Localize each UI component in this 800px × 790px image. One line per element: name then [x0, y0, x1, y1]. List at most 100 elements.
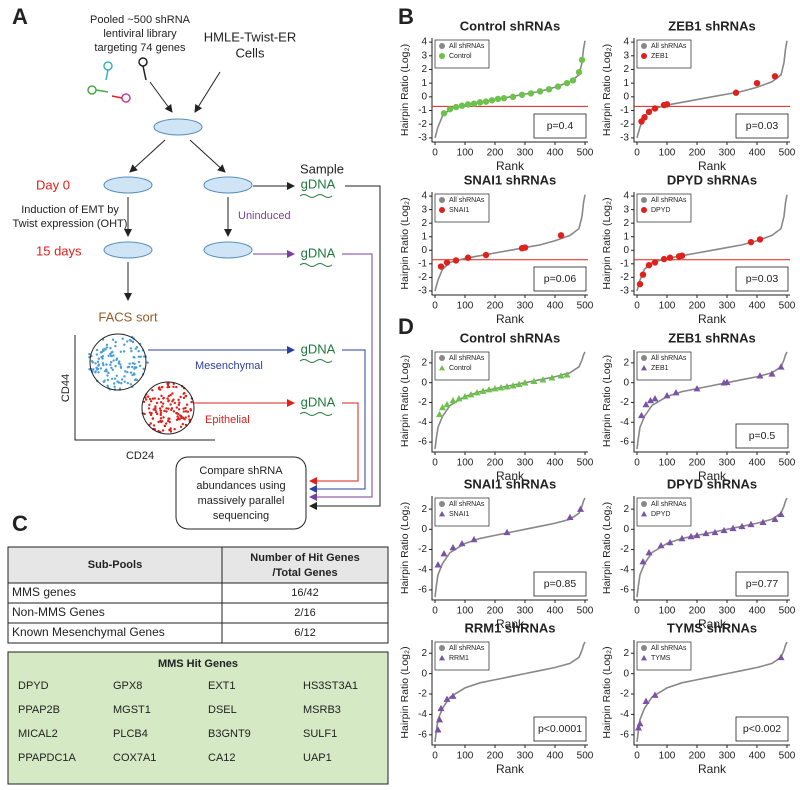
- x-tick-label: 300: [719, 301, 736, 312]
- table-cell: Non-MMS Genes: [12, 605, 105, 619]
- facs-dot: [110, 377, 114, 380]
- facs-dot: [169, 403, 172, 406]
- facs-dot: [157, 420, 160, 424]
- gene: CA12: [208, 752, 236, 764]
- facs-dot: [165, 407, 168, 410]
- y-tick-label: -6: [620, 729, 629, 740]
- facs-dot: [182, 410, 186, 413]
- legend-box: [636, 351, 692, 381]
- point: [452, 257, 460, 264]
- y-tick-label: 2: [421, 648, 427, 659]
- point: [666, 538, 674, 546]
- facs-dot: [120, 378, 124, 381]
- facs-dot: [184, 406, 187, 410]
- axis: [633, 496, 790, 601]
- point: [642, 400, 650, 408]
- table-header-cell: /Total Genes: [272, 567, 337, 579]
- chart-title: ZEB1 shRNAs: [668, 330, 755, 345]
- facs-dot: [137, 350, 140, 353]
- facs-dot: [148, 403, 151, 406]
- facs-dot: [182, 392, 185, 395]
- facs-dot: [109, 363, 112, 367]
- point: [473, 389, 481, 396]
- gene: PLCB4: [113, 728, 148, 740]
- point: [678, 252, 686, 259]
- mesenchymal-text: Mesenchymal: [195, 360, 263, 372]
- x-tick-label: 100: [659, 751, 676, 762]
- compare-text: sequencing: [213, 510, 269, 522]
- legend-symbol: [641, 207, 647, 213]
- x-tick-label: 200: [487, 751, 504, 762]
- arrow: [309, 253, 373, 501]
- point: [458, 539, 466, 547]
- y-tick-label: -4: [418, 564, 427, 575]
- y-tick-label: -2: [418, 689, 427, 700]
- y-axis-label: Hairpin Ratio (Log₂): [601, 197, 613, 289]
- y-tick-label: 1: [623, 231, 629, 242]
- facs-dot: [161, 429, 165, 432]
- legend-label: All shRNAs: [449, 43, 485, 50]
- p-value: p=0.06: [544, 273, 577, 285]
- facs-dot: [159, 401, 163, 404]
- y-tick-label: 0: [623, 245, 629, 256]
- table-header-cell: Sub-Pools: [88, 559, 142, 571]
- x-tick-label: 300: [517, 301, 534, 312]
- point: [723, 378, 731, 385]
- point: [777, 363, 785, 370]
- x-axis-label: Rank: [496, 159, 525, 173]
- facs-dot: [114, 344, 117, 348]
- facs-dot: [183, 417, 186, 421]
- compare-box: [175, 456, 307, 530]
- rank-curve: [434, 194, 586, 292]
- facs-dot: [159, 413, 162, 417]
- facs-dot: [115, 357, 119, 360]
- point: [771, 73, 779, 80]
- x-tick-label: 200: [689, 606, 706, 617]
- facs-dot: [111, 368, 114, 371]
- facs-dot: [119, 350, 122, 354]
- point: [577, 505, 584, 512]
- facs-dot: [167, 407, 170, 410]
- x-tick-label: 0: [634, 606, 640, 617]
- y-tick-label: 2: [421, 504, 427, 515]
- facs-dot: [101, 354, 105, 358]
- point: [443, 400, 451, 408]
- x-tick-label: 0: [634, 148, 640, 159]
- p-value-box: [735, 571, 789, 597]
- facs-dot: [137, 355, 141, 359]
- facs-dot: [167, 417, 170, 420]
- dna-squiggles: [299, 194, 333, 416]
- point: [443, 259, 451, 266]
- y-tick-label: -2: [620, 689, 629, 700]
- x-tick-label: 500: [577, 458, 594, 469]
- facs-dot: [126, 370, 129, 374]
- chart-title: Control shRNAs: [460, 330, 560, 345]
- induction-text: Twist expression (OHT): [13, 218, 128, 230]
- p-value: p=0.77: [746, 578, 779, 590]
- y-tick-label: 0: [421, 245, 427, 256]
- facs-dot: [142, 400, 146, 404]
- x-tick-label: 500: [779, 301, 796, 312]
- facs-dot: [131, 365, 134, 369]
- facs-dot: [159, 409, 163, 412]
- x-tick-label: 100: [457, 458, 474, 469]
- gate: [89, 333, 147, 391]
- y-tick-label: 2: [623, 64, 629, 75]
- facs-dot: [169, 393, 172, 397]
- point: [777, 510, 785, 517]
- point: [693, 385, 701, 392]
- x-axis-label: Rank: [698, 159, 727, 173]
- x-tick-label: 400: [547, 751, 564, 762]
- axis: [633, 38, 790, 143]
- facs-dot: [131, 361, 135, 365]
- rank-curve: [434, 351, 586, 450]
- legend-label: All shRNAs: [651, 645, 687, 652]
- point: [482, 98, 490, 105]
- gene: MGST1: [113, 704, 151, 716]
- legend-symbol: [439, 197, 445, 203]
- gate: [141, 381, 195, 435]
- point: [536, 88, 544, 95]
- facs-dot: [128, 362, 131, 365]
- facs-dot: [119, 363, 122, 366]
- facs-dot: [166, 397, 169, 400]
